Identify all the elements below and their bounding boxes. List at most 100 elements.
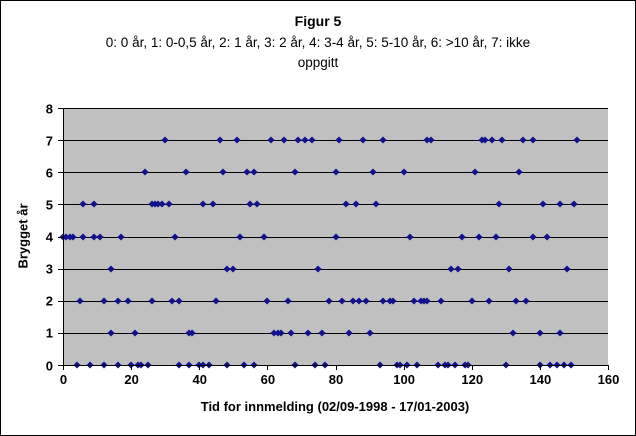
y-tick bbox=[58, 172, 63, 173]
y-tick bbox=[58, 333, 63, 334]
data-point bbox=[492, 232, 500, 241]
data-point bbox=[345, 329, 353, 337]
x-tick bbox=[404, 365, 405, 370]
data-point bbox=[505, 265, 513, 273]
data-point bbox=[304, 329, 312, 337]
data-point bbox=[488, 136, 496, 144]
data-point bbox=[342, 200, 350, 208]
y-tick-label: 2 bbox=[45, 293, 53, 309]
data-point bbox=[314, 265, 323, 273]
data-point bbox=[498, 136, 506, 144]
data-point bbox=[509, 329, 517, 337]
y-tick bbox=[58, 140, 63, 141]
y-tick bbox=[58, 301, 63, 302]
data-point bbox=[96, 232, 105, 241]
data-point bbox=[158, 200, 166, 208]
y-tick bbox=[58, 108, 63, 109]
data-point bbox=[267, 136, 275, 144]
data-point bbox=[212, 297, 220, 305]
data-point bbox=[457, 232, 466, 241]
data-point bbox=[107, 329, 115, 337]
y-tick-label: 7 bbox=[45, 133, 53, 149]
x-tick bbox=[540, 365, 541, 370]
x-tick-label: 160 bbox=[597, 372, 620, 387]
data-point bbox=[359, 136, 367, 144]
data-point bbox=[90, 200, 98, 208]
data-point bbox=[291, 168, 299, 176]
data-point bbox=[556, 200, 564, 208]
data-point bbox=[263, 297, 271, 305]
data-point bbox=[529, 232, 537, 241]
data-point bbox=[107, 265, 115, 273]
data-point bbox=[141, 168, 149, 176]
y-gridline bbox=[63, 333, 608, 334]
data-point bbox=[229, 265, 237, 273]
data-point bbox=[389, 297, 397, 305]
y-tick-label: 6 bbox=[45, 165, 53, 181]
data-point bbox=[352, 200, 360, 208]
data-point bbox=[471, 168, 479, 176]
x-tick bbox=[63, 365, 64, 370]
plot-area bbox=[59, 108, 608, 369]
data-point bbox=[573, 136, 581, 144]
data-point bbox=[79, 200, 87, 208]
chart-title: Figur 5 bbox=[294, 13, 342, 29]
data-point bbox=[188, 329, 196, 337]
data-point bbox=[165, 200, 173, 208]
x-tick bbox=[267, 365, 268, 370]
chart-subtitle: 0: 0 år, 1: 0-0,5 år, 2: 1 år, 3: 2 år, … bbox=[58, 33, 578, 73]
x-tick bbox=[472, 365, 473, 370]
data-point bbox=[335, 136, 343, 144]
y-axis-title: Brygget år bbox=[15, 203, 31, 269]
data-point bbox=[308, 136, 316, 144]
data-point bbox=[495, 200, 503, 208]
chart-subtitle-line1: 0: 0 år, 1: 0-0,5 år, 2: 1 år, 3: 2 år, … bbox=[105, 35, 531, 50]
x-tick-label: 60 bbox=[260, 372, 276, 387]
data-point bbox=[130, 329, 139, 337]
data-point bbox=[280, 136, 288, 144]
x-tick bbox=[199, 365, 200, 370]
data-point bbox=[406, 232, 414, 241]
x-axis-line bbox=[58, 365, 608, 366]
data-point bbox=[79, 232, 87, 241]
data-point bbox=[379, 136, 387, 144]
data-point bbox=[219, 168, 227, 176]
data-point bbox=[556, 329, 564, 337]
data-point bbox=[209, 200, 217, 208]
y-tick-label: 3 bbox=[45, 261, 53, 277]
y-tick-label: 5 bbox=[45, 197, 53, 213]
data-point bbox=[539, 200, 547, 208]
data-point bbox=[182, 168, 190, 176]
data-point bbox=[362, 297, 370, 305]
data-point bbox=[325, 297, 333, 305]
data-point bbox=[250, 168, 258, 176]
x-tick-label: 0 bbox=[59, 372, 68, 387]
y-axis-line bbox=[63, 108, 64, 370]
x-axis-title: Tid for innmelding (02/09-1998 - 17/01-2… bbox=[200, 399, 470, 414]
data-point bbox=[148, 297, 156, 305]
data-point bbox=[287, 329, 295, 337]
data-point bbox=[485, 297, 493, 305]
data-point bbox=[331, 232, 340, 241]
data-point bbox=[318, 329, 326, 337]
x-tick bbox=[608, 365, 609, 370]
data-point bbox=[161, 136, 169, 144]
data-point bbox=[570, 200, 578, 208]
y-tick-label: 4 bbox=[45, 229, 53, 245]
data-point bbox=[475, 232, 483, 241]
data-point bbox=[366, 329, 374, 337]
data-point bbox=[563, 265, 571, 273]
x-tick-label: 20 bbox=[124, 372, 139, 387]
y-tick bbox=[58, 204, 63, 205]
data-point bbox=[69, 232, 77, 241]
data-point bbox=[260, 232, 268, 241]
data-point bbox=[113, 297, 122, 305]
data-point bbox=[543, 232, 551, 241]
data-point bbox=[253, 200, 261, 208]
data-point bbox=[236, 232, 244, 241]
y-gridline bbox=[63, 269, 608, 270]
data-point bbox=[199, 200, 207, 208]
x-tick bbox=[131, 365, 132, 370]
x-tick-label: 80 bbox=[328, 372, 344, 387]
